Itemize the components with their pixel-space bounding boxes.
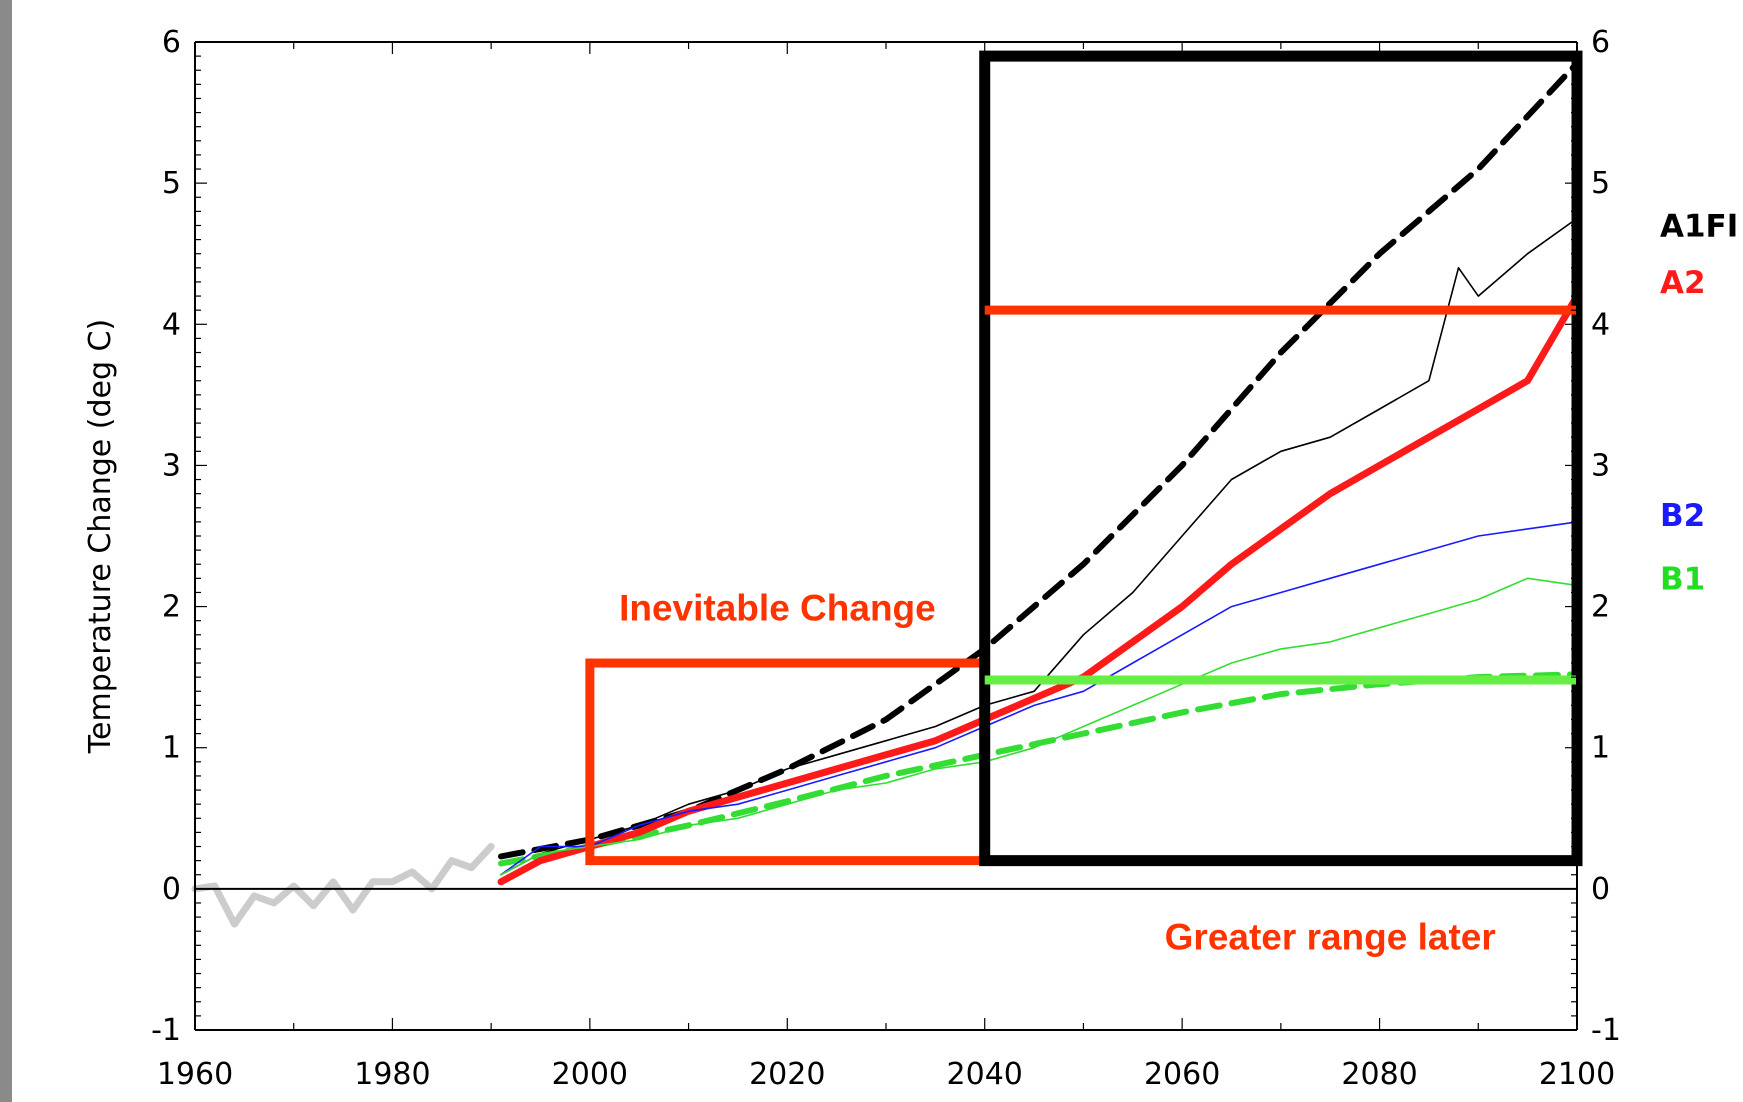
temperature-chart: Temperature Change (deg C) Inevitable Ch… [83,25,1738,1092]
observed-observed-series [191,843,495,928]
y-tick-label: 4 [162,307,181,342]
y-tick-label: 0 [162,872,181,907]
chart-frame: Temperature Change (deg C) Inevitable Ch… [12,0,1743,1102]
a1fi-thin-series [500,217,1578,876]
y-tick-label-right: 4 [1591,307,1610,342]
y-tick-label-right: 5 [1591,166,1610,201]
highlight-layer [585,50,1583,867]
y-tick-label: 6 [162,25,181,60]
annotation-inevitable-change: Inevitable Change [619,588,936,629]
y-tick-label: 5 [162,166,181,201]
b2-thin-series [500,521,1578,876]
y-tick-label: 1 [162,731,181,766]
x-tick-label: 2060 [1144,1057,1220,1092]
x-tick-label: 2020 [749,1057,825,1092]
y-tick-label-right: 0 [1591,872,1610,907]
y-tick-label-right: 2 [1591,590,1610,625]
y-tick-label-right: 3 [1591,448,1610,483]
y-tick-label-right: -1 [1591,1013,1621,1048]
y-tick-label: 3 [162,448,181,483]
text-layer: Temperature Change (deg C) Inevitable Ch… [83,25,1738,1092]
legend-a2: A2 [1660,265,1706,301]
y-axis-title: Temperature Change (deg C) [83,319,118,754]
x-tick-label: 2100 [1539,1057,1615,1092]
a1fi-dashed-series [498,60,1580,860]
greater-range-box [979,50,1583,867]
series-layer [191,60,1581,928]
b1-thin-series [500,577,1578,876]
annotation-greater-range-later: Greater range later [1165,917,1496,958]
axes-layer [194,41,1578,1031]
x-tick-label: 2000 [552,1057,628,1092]
legend-a1fi: A1FI [1660,208,1738,244]
y-tick-label-right: 6 [1591,25,1610,60]
legend-b2: B2 [1660,498,1705,534]
y-tick-label: -1 [151,1013,181,1048]
x-tick-label: 2040 [947,1057,1023,1092]
x-tick-label: 2080 [1341,1057,1417,1092]
y-tick-label: 2 [162,590,181,625]
y-tick-label-right: 1 [1591,731,1610,766]
legend-b1: B1 [1660,561,1705,597]
b1-dashed-series [498,671,1580,867]
x-tick-label: 1980 [354,1057,430,1092]
a2-thick-series [497,292,1581,886]
x-tick-label: 1960 [157,1057,233,1092]
